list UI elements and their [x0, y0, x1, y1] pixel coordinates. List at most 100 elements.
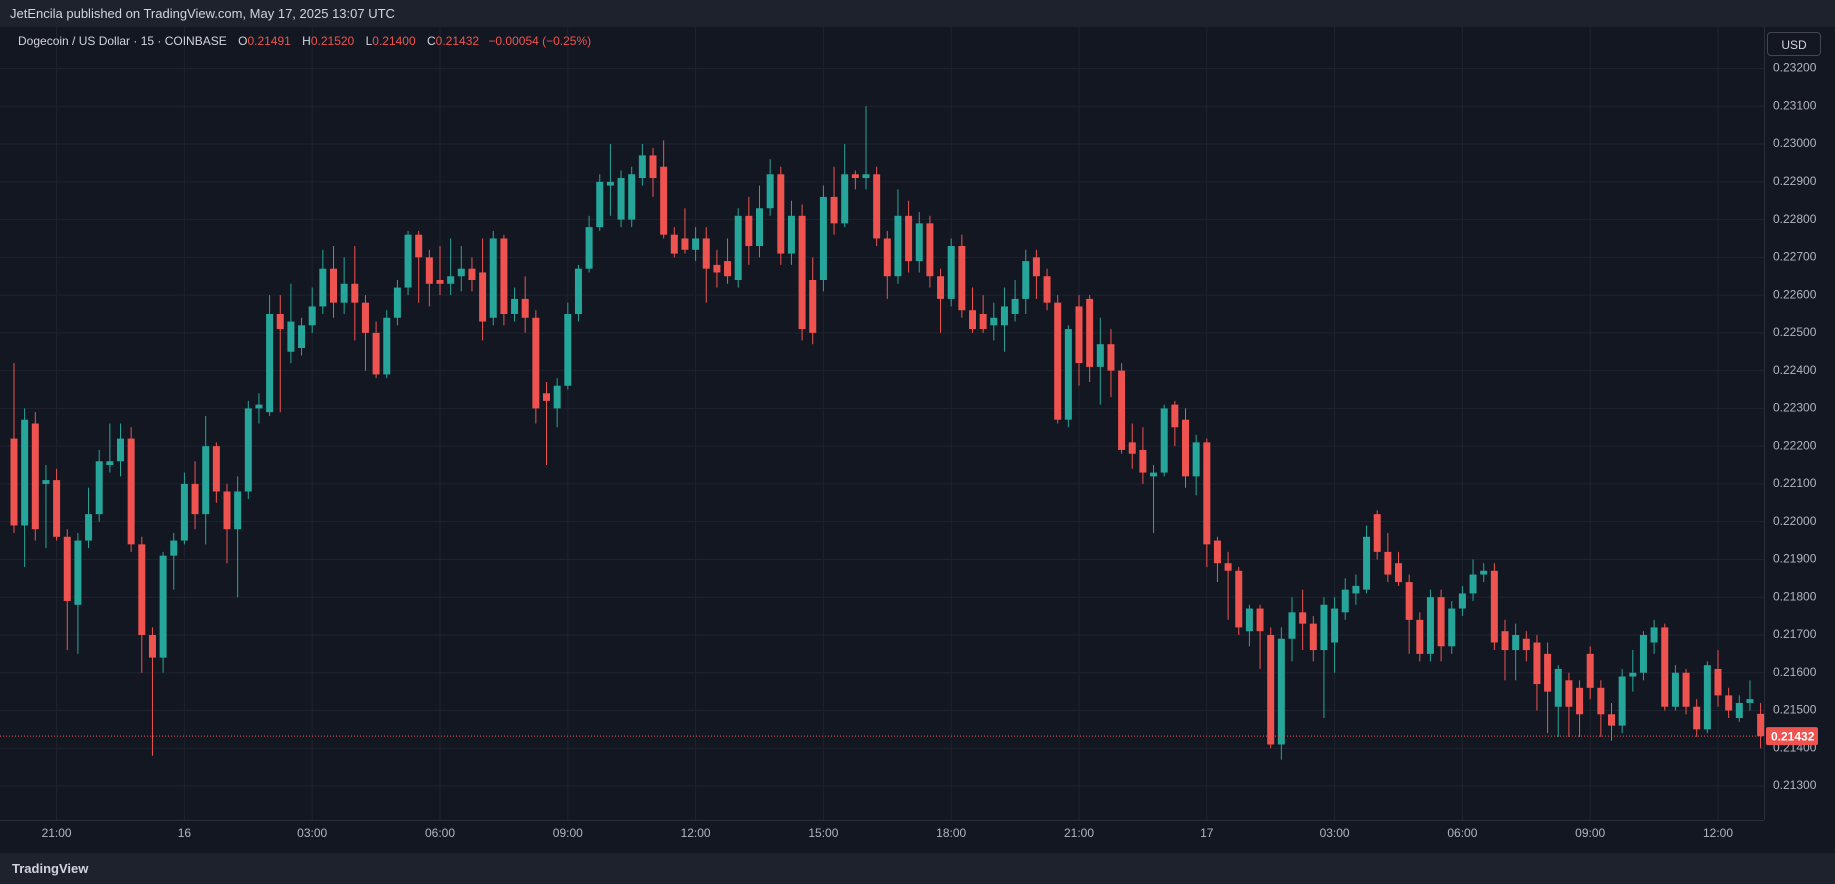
legend-value: 0.21400 — [372, 34, 416, 48]
y-tick-label: 0.22900 — [1773, 174, 1817, 188]
candle-body — [1746, 699, 1754, 703]
candle-body — [31, 423, 39, 530]
candle-body — [1458, 593, 1466, 609]
candle-body — [1533, 642, 1541, 685]
candle-body — [1693, 706, 1701, 730]
candle-body — [574, 268, 582, 314]
candle-body — [883, 238, 891, 277]
candle-body — [1256, 608, 1264, 632]
candle-body — [21, 419, 29, 526]
top-bar: JetEncila published on TradingView.com, … — [0, 0, 1835, 27]
candle-body — [1000, 306, 1008, 326]
candle-body — [649, 155, 657, 179]
candle-body — [670, 234, 678, 254]
candle-body — [947, 246, 955, 299]
x-tick-label: 12:00 — [681, 826, 711, 840]
candle-body — [532, 317, 540, 409]
candle-body — [777, 174, 785, 254]
candle-body — [1703, 665, 1711, 730]
x-tick-label: 03:00 — [1320, 826, 1350, 840]
candle-body — [745, 215, 753, 247]
candle-body — [1299, 612, 1307, 624]
candle-body — [1096, 344, 1104, 367]
candle-body — [298, 325, 306, 348]
candle-body — [1608, 714, 1615, 726]
candle-body — [1384, 551, 1392, 575]
candle-body — [1320, 604, 1328, 651]
x-tick-label: 09:00 — [553, 826, 583, 840]
y-tick-label: 0.22200 — [1773, 438, 1817, 452]
candle-body — [1331, 608, 1339, 643]
candle-body — [819, 196, 827, 281]
candle-body — [969, 310, 976, 330]
candle-body — [1661, 627, 1669, 707]
candle-body — [1650, 627, 1658, 643]
symbol: Dogecoin / US Dollar · 15 · COINBASE — [18, 34, 227, 48]
candle-body — [1426, 597, 1434, 654]
x-tick-label: 06:00 — [1447, 826, 1477, 840]
legend-label: L — [365, 34, 373, 48]
candle-body — [191, 483, 199, 515]
candle-body — [1192, 442, 1200, 477]
candle-body — [106, 461, 114, 466]
y-tick-label: 0.21900 — [1773, 552, 1817, 566]
candle-body — [1171, 404, 1179, 428]
currency-button[interactable]: USD — [1767, 32, 1821, 56]
candle-body — [1086, 298, 1094, 367]
last-price-label: 0.21432 — [1771, 729, 1815, 743]
candle-body — [244, 408, 252, 492]
candle-body — [447, 276, 455, 284]
candle-body — [862, 174, 870, 179]
candle-body — [1490, 570, 1498, 643]
y-tick-label: 0.21600 — [1773, 665, 1817, 679]
candle-body — [1277, 638, 1285, 745]
candle-body — [830, 196, 838, 224]
candle-body — [873, 174, 881, 239]
candle-body — [500, 238, 508, 314]
x-tick-label: 17 — [1200, 826, 1214, 840]
candle-body — [1512, 634, 1520, 651]
candle-body — [585, 227, 593, 269]
candle-body — [1064, 329, 1072, 420]
candle-body — [756, 208, 763, 247]
candle-body — [1725, 695, 1733, 711]
y-tick-label: 0.23000 — [1773, 136, 1817, 150]
candle-body — [276, 313, 284, 330]
candle-body — [660, 166, 668, 235]
candle-body — [1245, 608, 1253, 632]
y-tick-label: 0.22700 — [1773, 250, 1817, 264]
candle-body — [1565, 680, 1573, 707]
candle-body — [1128, 442, 1136, 454]
candle-body — [127, 438, 135, 545]
candle-body — [1395, 563, 1402, 583]
plot-area — [0, 27, 1764, 820]
axis-labels: 0.213000.214000.215000.216000.217000.218… — [42, 61, 1818, 840]
last-price-tag — [1766, 727, 1818, 746]
candle-body — [702, 238, 710, 269]
candle-body — [1107, 344, 1115, 371]
candle-body — [159, 555, 167, 658]
candle-body — [1405, 582, 1413, 620]
candle-body — [1032, 257, 1040, 277]
candle-body — [319, 268, 327, 307]
candle-body — [372, 332, 380, 375]
candle-body — [905, 215, 913, 262]
candle-body — [1022, 261, 1030, 299]
change: −0.00054 (−0.25%) — [488, 34, 592, 48]
candle-body — [1224, 563, 1232, 571]
x-tick-label: 18:00 — [936, 826, 966, 840]
candle-body — [734, 215, 742, 281]
y-tick-label: 0.22400 — [1773, 363, 1817, 377]
candle-body — [351, 283, 359, 303]
candle-body — [1139, 449, 1147, 473]
legend-value: 0.21491 — [247, 34, 291, 48]
candle-body — [958, 246, 966, 311]
candle-body — [202, 446, 210, 515]
candle-body — [809, 280, 817, 333]
candle-body — [1618, 676, 1626, 726]
candle-body — [638, 155, 646, 179]
candle-body — [266, 313, 274, 413]
y-tick-label: 0.22100 — [1773, 476, 1817, 490]
candle-body — [1682, 672, 1690, 707]
